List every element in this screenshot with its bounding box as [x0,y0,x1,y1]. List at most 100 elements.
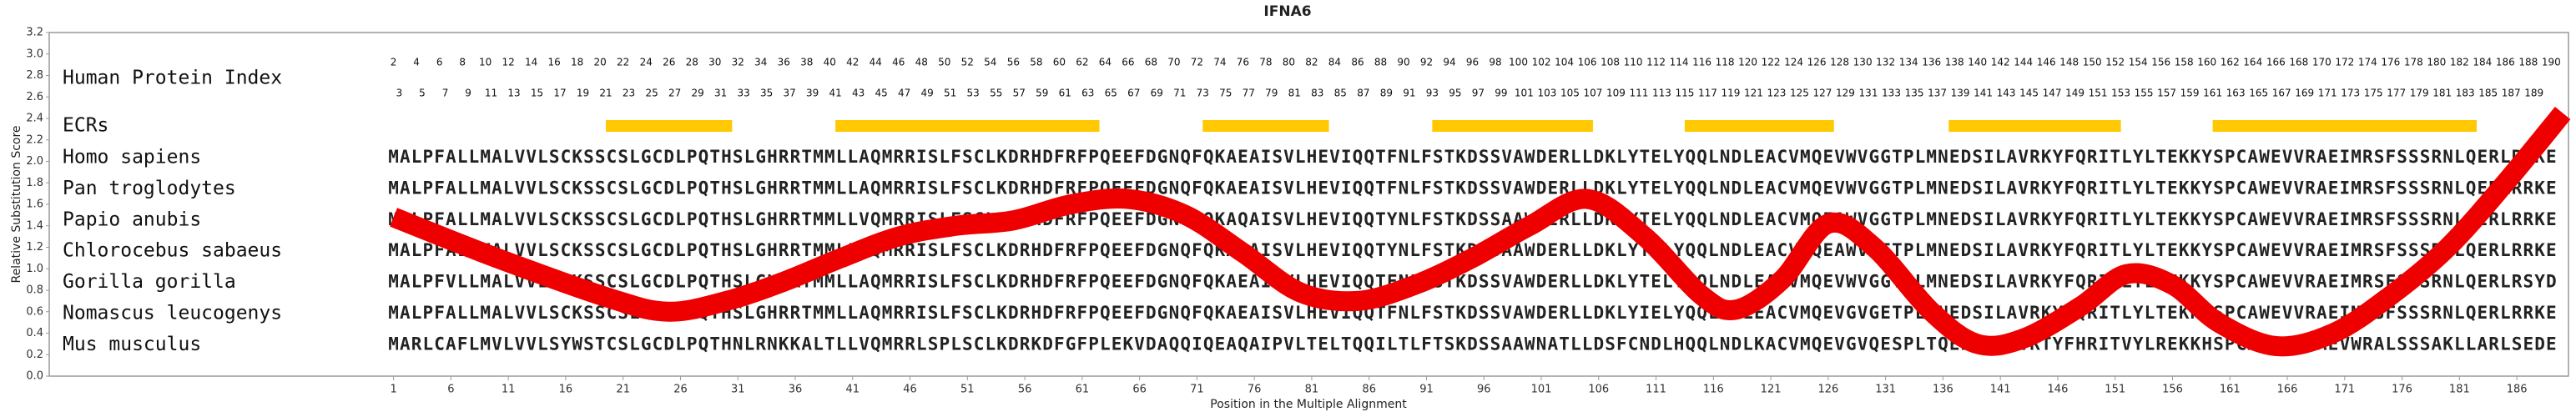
residue: H [721,334,732,354]
residue: L [847,334,858,354]
residue: L [1409,147,1420,167]
residue: E [1547,303,1558,323]
residue: L [1570,272,1581,292]
index-number: 104 [1555,57,1574,68]
residue: H [2075,334,2086,354]
index-number: 143 [1997,88,2016,99]
residue: C [561,147,572,167]
index-number: 177 [2387,88,2406,99]
residue: L [1100,334,1111,354]
index-number: 87 [1357,88,1369,99]
residue: T [2155,240,2166,260]
residue: M [480,178,491,198]
residue: S [2213,240,2224,260]
residue: H [767,303,778,323]
residue: E [2271,303,2281,323]
index-number: 160 [2197,57,2216,68]
residue: Q [2466,272,2477,292]
residue: V [1858,147,1868,167]
residue: G [1157,178,1168,198]
species-name: Papio anubis [63,208,201,230]
x-tick-label: 166 [2277,384,2298,396]
residue: E [1949,209,1960,229]
index-number: 182 [2450,57,2469,68]
residue: T [1892,178,1903,198]
residue: M [1800,178,1811,198]
y-tick-label: 1.6 [26,198,43,211]
residue: L [2500,334,2511,354]
residue: I [1261,303,1272,323]
residue: Y [2534,272,2545,292]
residue: S [1972,272,1983,292]
residue: T [709,272,720,292]
index-number: 40 [824,57,836,68]
y-tick-label: 2.6 [26,91,43,103]
residue: Q [1812,303,1822,323]
residue: M [1926,272,1937,292]
residue: V [515,303,526,323]
residue: E [1123,272,1134,292]
residue: N [1536,334,1547,354]
residue: W [2259,272,2270,292]
residue: S [2420,334,2431,354]
residue: V [526,178,537,198]
residue: E [2546,147,2557,167]
residue: R [411,334,422,354]
residue: I [2099,334,2110,354]
residue: Q [1812,272,1822,292]
residue: S [1433,209,1444,229]
residue: P [423,178,434,198]
residue: Y [2201,147,2212,167]
residue: H [1031,240,1042,260]
residue: L [1616,272,1627,292]
residue: D [1467,334,1478,354]
residue: D [1146,272,1157,292]
residue: S [1490,272,1501,292]
residue: K [1455,147,1466,167]
index-number: 169 [2295,88,2314,99]
residue: L [2454,272,2465,292]
residue: R [2523,240,2534,260]
residue: L [503,272,514,292]
residue: K [1455,209,1466,229]
residue: V [1834,334,1845,354]
residue: V [1834,178,1845,198]
residue: C [653,178,663,198]
x-tick-label: 181 [2449,384,2470,396]
residue: L [1616,147,1627,167]
index-number: 85 [1334,88,1347,99]
residue: A [446,303,456,323]
residue: S [928,147,939,167]
x-tick-label: 171 [2334,384,2355,396]
residue: M [813,240,824,260]
residue: R [2362,178,2373,198]
residue: Q [870,178,881,198]
residue: M [1926,209,1937,229]
residue: H [1307,147,1318,167]
residue: E [2478,147,2488,167]
index-number: 56 [1007,57,1020,68]
index-number: 11 [485,88,497,99]
residue: S [2397,334,2407,354]
index-number: 28 [686,57,698,68]
residue: R [2523,209,2534,229]
residue: L [1995,178,2006,198]
residue: L [1582,303,1593,323]
residue: Q [1869,334,1880,354]
residue: R [2362,272,2373,292]
residue: D [1732,178,1742,198]
residue: S [549,147,560,167]
residue: A [2316,147,2327,167]
residue: L [537,240,548,260]
residue: R [1559,272,1570,292]
residue: D [1467,209,1478,229]
residue: N [1399,240,1409,260]
residue: K [996,303,1007,323]
residue: D [1008,240,1019,260]
residue: K [2041,272,2052,292]
residue: T [801,209,812,229]
index-number: 49 [921,88,934,99]
index-number: 187 [2502,88,2521,99]
residue: Q [1364,178,1374,198]
residue: M [882,334,893,354]
